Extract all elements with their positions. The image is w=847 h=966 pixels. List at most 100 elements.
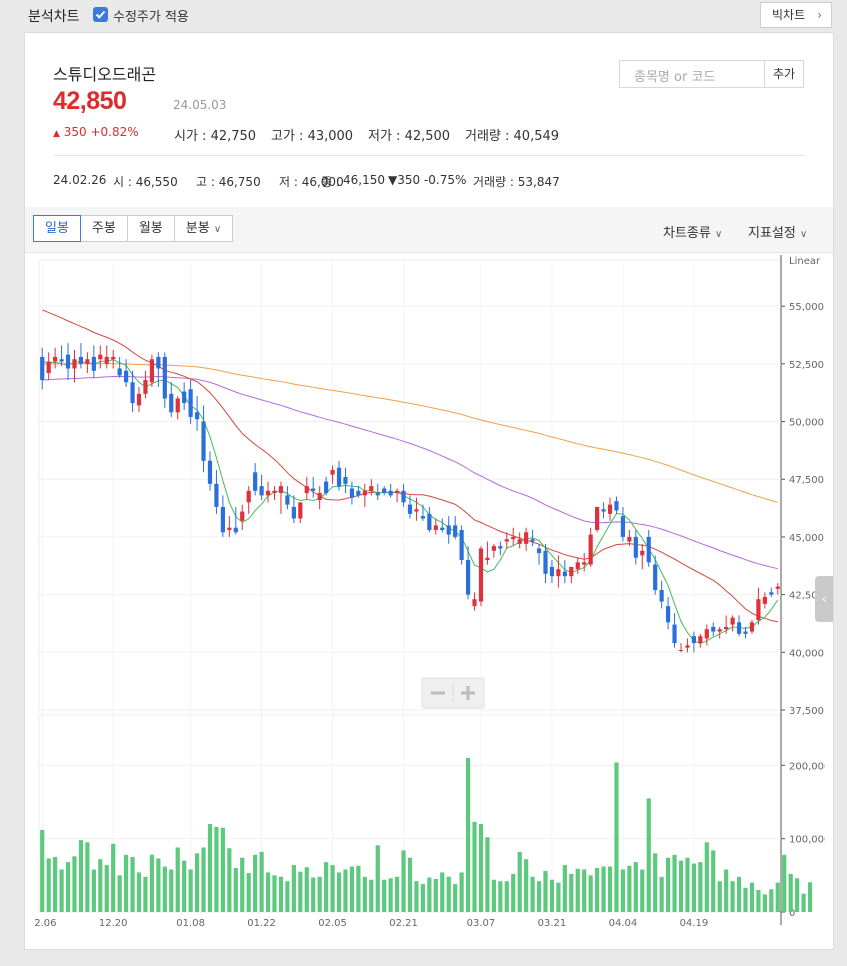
candle-body — [72, 359, 77, 369]
candle-body — [672, 624, 677, 644]
candle-body — [743, 631, 748, 634]
tab-daily[interactable]: 일봉 — [33, 215, 81, 242]
volume-bar — [549, 879, 555, 912]
big-chart-button[interactable]: 빅차트 › — [760, 2, 832, 28]
candle-body — [543, 550, 548, 574]
tab-monthly[interactable]: 월봉 — [128, 216, 175, 241]
volume-bar — [201, 847, 206, 912]
volume-tick-label: 0 — [789, 908, 795, 919]
hover-change: ▼350 -0.75% — [388, 173, 467, 187]
volume-bar — [98, 859, 103, 912]
indicator-settings-label: 지표설정 — [748, 226, 796, 241]
candle-body — [85, 359, 90, 364]
volume-bar — [85, 842, 90, 912]
candle-body — [143, 380, 148, 394]
tab-minute[interactable]: 분봉 ∨ — [175, 216, 232, 241]
volume-bar — [562, 865, 567, 912]
price-tick-label: 50,000 — [789, 418, 824, 429]
candle-body — [530, 539, 535, 542]
candle-body — [569, 566, 574, 577]
chevron-down-icon: ∨ — [213, 224, 222, 235]
chevron-down-icon: ∨ — [799, 229, 808, 240]
chart-type-label: 차트종류 — [663, 226, 711, 241]
candle-body — [104, 356, 109, 364]
volume-bar — [53, 857, 58, 912]
volume-bar — [311, 877, 316, 912]
volume-bar — [659, 876, 664, 912]
volume-bar — [343, 869, 348, 912]
volume-bar — [136, 872, 142, 912]
candle-body — [253, 472, 258, 491]
volume-bar — [743, 887, 748, 912]
tab-weekly[interactable]: 주봉 — [81, 216, 128, 241]
chart-type-dropdown[interactable]: 차트종류 ∨ — [663, 222, 722, 241]
candle-body — [136, 393, 142, 406]
price-change: ▲ 350 +0.82% — [53, 125, 139, 139]
candle-body — [498, 546, 503, 549]
volume-bar — [291, 865, 296, 912]
chevron-down-icon: ∨ — [714, 229, 723, 240]
candle-body — [627, 536, 632, 542]
volume-bar — [162, 866, 167, 912]
candle-body — [595, 506, 600, 530]
candle-body — [156, 356, 161, 369]
volume-bar — [330, 865, 335, 912]
candle-body — [207, 460, 213, 484]
x-tick-label: 02.21 — [389, 918, 418, 929]
candle-body — [407, 504, 413, 514]
volume-bar — [665, 857, 671, 912]
candle-body — [53, 356, 58, 362]
side-panel-toggle[interactable]: ‹ — [815, 576, 833, 622]
adjusted-price-label[interactable]: 수정주가 적용 — [113, 10, 189, 25]
candle-body — [201, 421, 206, 461]
candle-body — [620, 516, 626, 537]
candle-body — [665, 606, 671, 623]
candle-body — [524, 532, 529, 544]
candle-body — [298, 502, 303, 519]
volume-bar — [117, 875, 122, 912]
volume-bar — [440, 872, 445, 912]
x-tick-label: 12.20 — [99, 918, 128, 929]
volume-bar — [601, 866, 606, 912]
add-stock-button[interactable]: 추가 — [764, 60, 804, 88]
low-price: 저가 : 42,500 — [368, 129, 451, 144]
candle-body — [440, 527, 445, 530]
price-tick-label: 37,500 — [789, 706, 824, 717]
price-tick-label: 52,500 — [789, 360, 824, 371]
candle-body — [343, 476, 348, 484]
candle-body — [756, 599, 761, 620]
volume-bar — [227, 848, 232, 912]
candle-body — [349, 488, 355, 498]
adjusted-price-checkbox[interactable] — [93, 7, 108, 22]
candle-body — [220, 506, 225, 533]
volume-bar — [595, 868, 600, 912]
candle-body — [588, 534, 593, 565]
stock-search-input[interactable]: 종목명 or 코드 — [619, 60, 765, 88]
volume-bar — [614, 762, 619, 912]
volume-bar — [704, 842, 709, 912]
price-volume-chart[interactable]: 55,000 52,500 50,000 47,500 45,000 42,500 40,0… — [35, 255, 825, 947]
volume-bar — [691, 863, 696, 912]
candle-body — [246, 490, 251, 503]
volume-bar — [285, 881, 290, 912]
candle-body — [730, 617, 735, 625]
open-price: 시가 : 42,750 — [174, 129, 257, 144]
candle-body — [724, 626, 729, 630]
candle-body — [575, 562, 580, 570]
volume-bar — [498, 881, 503, 912]
candle-body — [278, 486, 284, 494]
volume-bar — [446, 876, 451, 912]
volume-bar — [427, 877, 432, 912]
analysis-chart-title: 분석차트 — [28, 9, 80, 25]
tab-minute-label: 분봉 — [185, 221, 210, 236]
volume-bar — [801, 893, 806, 912]
hover-open: 시 : 46,550 — [113, 175, 178, 189]
candle-body — [420, 516, 426, 519]
volume-bar — [807, 882, 813, 912]
candle-body — [614, 501, 619, 511]
candle-body — [511, 536, 516, 540]
volume-bar — [143, 876, 148, 912]
indicator-settings-dropdown[interactable]: 지표설정 ∨ — [748, 222, 807, 241]
price-change-value: 350 +0.82% — [63, 125, 139, 139]
volume-bar — [188, 869, 193, 912]
